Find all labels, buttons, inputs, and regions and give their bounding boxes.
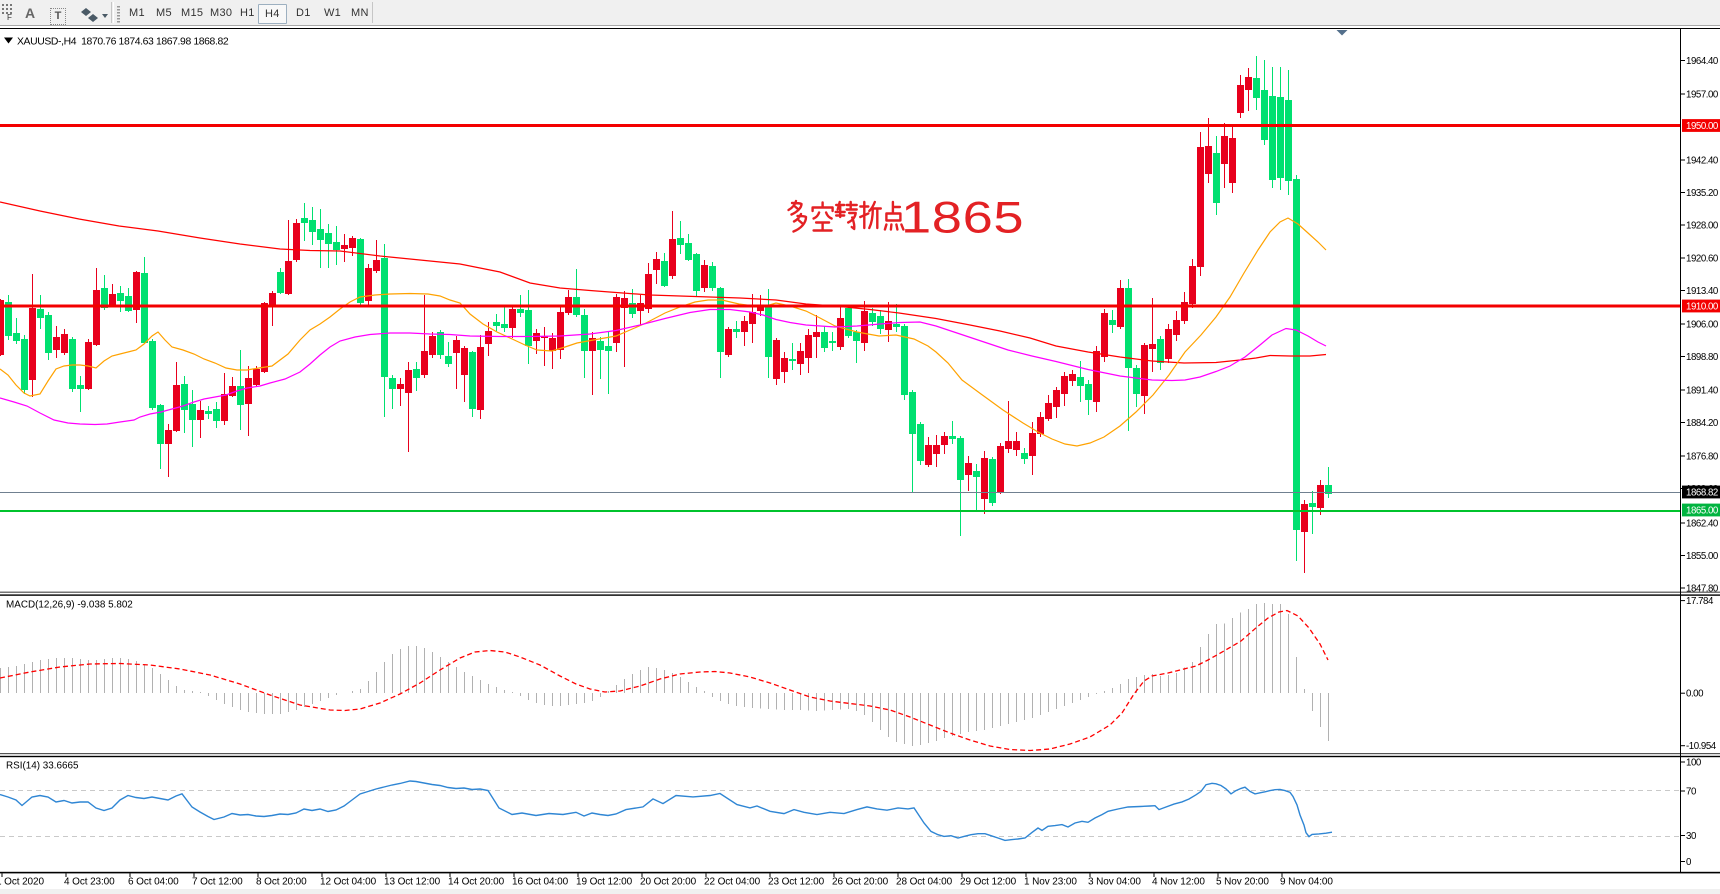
svg-text:13 Oct 12:00: 13 Oct 12:00 [384, 877, 441, 888]
svg-text:3 Nov 04:00: 3 Nov 04:00 [1088, 877, 1141, 888]
svg-text:1935.20: 1935.20 [1686, 188, 1719, 199]
svg-text:12 Oct 04:00: 12 Oct 04:00 [320, 877, 377, 888]
svg-text:RSI(14) 33.6665: RSI(14) 33.6665 [6, 761, 79, 772]
svg-text:1865: 1865 [901, 192, 1024, 242]
svg-text:17.784: 17.784 [1686, 596, 1714, 607]
svg-text:1868.82: 1868.82 [1686, 487, 1718, 498]
svg-text:26 Oct 20:00: 26 Oct 20:00 [832, 877, 889, 888]
svg-text:28 Oct 04:00: 28 Oct 04:00 [896, 877, 953, 888]
svg-text:1964.40: 1964.40 [1686, 56, 1719, 67]
svg-text:16 Oct 04:00: 16 Oct 04:00 [512, 877, 569, 888]
svg-text:14 Oct 20:00: 14 Oct 20:00 [448, 877, 505, 888]
svg-text:1906.00: 1906.00 [1686, 319, 1719, 330]
svg-text:1910.00: 1910.00 [1686, 301, 1719, 312]
svg-text:6 Oct 04:00: 6 Oct 04:00 [128, 877, 179, 888]
svg-text:4 Oct 23:00: 4 Oct 23:00 [64, 877, 115, 888]
svg-text:-10.954: -10.954 [1686, 741, 1717, 752]
svg-text:F: F [7, 13, 12, 22]
svg-text:22 Oct 04:00: 22 Oct 04:00 [704, 877, 761, 888]
svg-text:1 Oct 2020: 1 Oct 2020 [0, 877, 44, 888]
svg-text:0.00: 0.00 [1686, 689, 1704, 700]
svg-text:20 Oct 20:00: 20 Oct 20:00 [640, 877, 697, 888]
svg-text:1876.80: 1876.80 [1686, 451, 1719, 462]
svg-text:9 Nov 04:00: 9 Nov 04:00 [1280, 877, 1333, 888]
svg-text:1913.40: 1913.40 [1686, 286, 1719, 297]
svg-text:0: 0 [1686, 857, 1692, 868]
svg-text:100: 100 [1686, 757, 1702, 768]
svg-text:7 Oct 12:00: 7 Oct 12:00 [192, 877, 243, 888]
svg-text:MACD(12,26,9) -9.038 5.802: MACD(12,26,9) -9.038 5.802 [6, 600, 133, 611]
svg-text:1928.00: 1928.00 [1686, 220, 1719, 231]
svg-text:1950.00: 1950.00 [1686, 121, 1719, 132]
svg-text:1 Nov 23:00: 1 Nov 23:00 [1024, 877, 1077, 888]
svg-text:8 Oct 20:00: 8 Oct 20:00 [256, 877, 307, 888]
svg-text:30: 30 [1686, 831, 1697, 842]
svg-text:1862.40: 1862.40 [1686, 518, 1719, 529]
svg-text:19 Oct 12:00: 19 Oct 12:00 [576, 877, 633, 888]
svg-text:29 Oct 12:00: 29 Oct 12:00 [960, 877, 1017, 888]
svg-text:1898.80: 1898.80 [1686, 352, 1719, 363]
svg-text:1942.40: 1942.40 [1686, 155, 1719, 166]
svg-text:23 Oct 12:00: 23 Oct 12:00 [768, 877, 825, 888]
svg-text:4 Nov 12:00: 4 Nov 12:00 [1152, 877, 1205, 888]
svg-text:1847.80: 1847.80 [1686, 583, 1719, 594]
svg-text:1957.00: 1957.00 [1686, 89, 1719, 100]
svg-text:1920.60: 1920.60 [1686, 253, 1719, 264]
svg-text:70: 70 [1686, 786, 1697, 797]
svg-text:1884.20: 1884.20 [1686, 418, 1719, 429]
svg-text:1891.40: 1891.40 [1686, 385, 1719, 396]
svg-text:1865.00: 1865.00 [1686, 505, 1719, 516]
svg-text:5 Nov 20:00: 5 Nov 20:00 [1216, 877, 1269, 888]
svg-text:XAUUSD-,H4 1870.76 1874.63 18: XAUUSD-,H4 1870.76 1874.63 1867.98 1868.… [17, 37, 229, 48]
svg-text:1855.00: 1855.00 [1686, 551, 1719, 562]
